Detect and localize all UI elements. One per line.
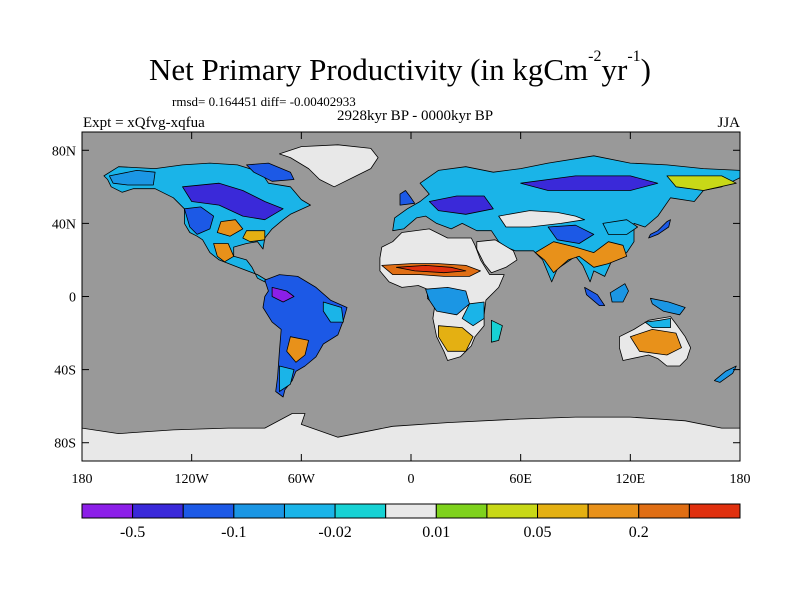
colorbar-label: 0.05 <box>524 524 552 541</box>
y-tick-label: 80S <box>54 437 76 452</box>
region-na-plains-orange <box>216 219 244 237</box>
map-regions <box>82 144 740 461</box>
region-east-africa <box>461 301 485 327</box>
colorbar-label: 0.2 <box>629 524 649 541</box>
colorbar-label: 0.01 <box>422 524 450 541</box>
region-greenland <box>278 144 379 188</box>
region-europe-patch <box>428 195 494 215</box>
colorbar-label: -0.02 <box>318 524 351 541</box>
colorbar-bin <box>182 503 235 519</box>
region-sa-east-cyan <box>322 301 344 323</box>
region-central-asia-desert <box>498 210 585 228</box>
colorbar-label: -0.5 <box>120 524 145 541</box>
region-uk <box>399 190 416 206</box>
colorbar-bin <box>283 503 336 519</box>
region-sa-patagonia <box>278 365 295 392</box>
colorbar-bin <box>385 503 437 519</box>
colorbar-bin <box>435 503 488 519</box>
x-tick-label: 60W <box>288 472 316 487</box>
y-tick-label: 40S <box>54 364 76 379</box>
region-australia-north <box>644 317 671 329</box>
title-close: ) <box>640 52 651 87</box>
colorbar-bin <box>688 503 741 519</box>
region-tibet <box>547 224 595 244</box>
season-label: JJA <box>717 115 740 131</box>
region-east-siberia-yellow <box>666 175 737 191</box>
region-na-west <box>183 206 215 235</box>
region-madagascar <box>490 319 503 343</box>
x-tick-label: 120W <box>175 472 210 487</box>
region-sumatra <box>584 286 606 307</box>
y-tick-label: 80N <box>52 144 76 159</box>
chart-title: Net Primary Productivity (in kgCm-2yr-1) <box>0 48 800 88</box>
region-australia-orange <box>629 328 682 356</box>
colorbar-label: -0.1 <box>221 524 246 541</box>
x-tick-label: 120E <box>616 472 646 487</box>
colorbar-bin <box>486 503 539 519</box>
colorbar-bin <box>81 503 134 519</box>
region-siberia-patch <box>520 175 659 191</box>
region-mexico <box>213 243 235 263</box>
x-tick-label: 60E <box>509 472 532 487</box>
region-borneo <box>609 283 629 303</box>
x-tick-label: 0 <box>408 472 415 487</box>
x-axis: 180 120W 60W 0 60E 120E 180 <box>72 132 751 487</box>
region-new-guinea <box>650 297 686 316</box>
region-sa-south-orange <box>286 336 310 363</box>
region-southern-africa <box>437 325 474 352</box>
region-sa-purple <box>271 286 295 303</box>
region-na-southeast <box>242 230 266 243</box>
colorbar-bin <box>334 503 387 519</box>
colorbar-bin <box>587 503 640 519</box>
y-tick-label: 0 <box>69 291 76 306</box>
x-tick-label: 180 <box>730 472 751 487</box>
region-baffin <box>246 162 295 182</box>
colorbar-bin <box>638 503 690 519</box>
colorbar: -0.5 -0.1 -0.02 0.01 0.05 0.2 <box>81 503 741 541</box>
y-tick-label: 40N <box>52 217 76 232</box>
region-congo <box>425 286 470 316</box>
title-sup-2: -1 <box>627 48 641 65</box>
region-antarctica <box>82 413 740 461</box>
colorbar-bin <box>537 503 589 519</box>
x-tick-label: 180 <box>72 472 93 487</box>
title-main: Net Primary Productivity (in kgCm <box>149 52 589 87</box>
stats-line: rmsd= 0.164451 diff= -0.00402933 <box>172 94 356 109</box>
title-sup-1: -2 <box>588 48 602 65</box>
colorbar-bin <box>233 503 285 519</box>
region-alaska <box>109 169 156 186</box>
colorbar-bin <box>132 503 184 519</box>
experiment-label: Expt = xQfvg-xqfua <box>83 115 205 131</box>
chart-subtitle: 2928kyr BP - 0000kyr BP <box>336 108 494 124</box>
region-arabia-desert <box>476 239 518 274</box>
title-mid: yr <box>601 52 628 87</box>
region-china-north <box>602 219 638 235</box>
region-na-blue-band <box>182 182 284 221</box>
region-india-east-asia <box>534 241 628 274</box>
region-japan <box>648 219 671 239</box>
y-axis: 80N 40N 0 40S 80S <box>52 144 740 452</box>
region-sahel-red <box>395 264 467 274</box>
